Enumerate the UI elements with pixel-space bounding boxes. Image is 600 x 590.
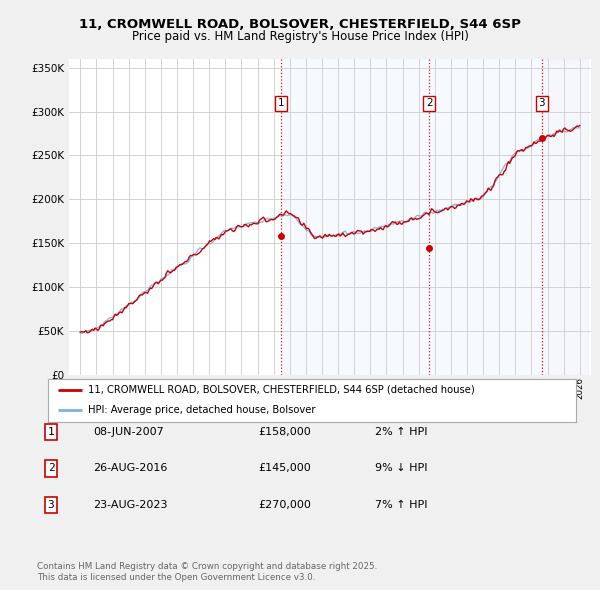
Text: 11, CROMWELL ROAD, BOLSOVER, CHESTERFIELD, S44 6SP: 11, CROMWELL ROAD, BOLSOVER, CHESTERFIEL… (79, 18, 521, 31)
Bar (281, 59, 542, 375)
Text: 9% ↓ HPI: 9% ↓ HPI (375, 464, 427, 473)
Text: HPI: Average price, detached house, Bolsover: HPI: Average price, detached house, Bols… (88, 405, 315, 415)
Text: 3: 3 (47, 500, 55, 510)
Bar (542, 59, 588, 375)
Text: Price paid vs. HM Land Registry's House Price Index (HPI): Price paid vs. HM Land Registry's House … (131, 30, 469, 43)
Text: 1: 1 (47, 427, 55, 437)
Text: £270,000: £270,000 (258, 500, 311, 510)
Text: 1: 1 (277, 98, 284, 108)
Text: 7% ↑ HPI: 7% ↑ HPI (375, 500, 427, 510)
Text: 2: 2 (47, 464, 55, 473)
Text: 3: 3 (538, 98, 545, 108)
Text: £145,000: £145,000 (258, 464, 311, 473)
Text: 2% ↑ HPI: 2% ↑ HPI (375, 427, 427, 437)
Text: 23-AUG-2023: 23-AUG-2023 (93, 500, 167, 510)
Text: Contains HM Land Registry data © Crown copyright and database right 2025.
This d: Contains HM Land Registry data © Crown c… (37, 562, 377, 582)
Text: 08-JUN-2007: 08-JUN-2007 (93, 427, 164, 437)
Text: 11, CROMWELL ROAD, BOLSOVER, CHESTERFIELD, S44 6SP (detached house): 11, CROMWELL ROAD, BOLSOVER, CHESTERFIEL… (88, 385, 475, 395)
Text: 2: 2 (426, 98, 433, 108)
Text: 26-AUG-2016: 26-AUG-2016 (93, 464, 167, 473)
Text: £158,000: £158,000 (258, 427, 311, 437)
